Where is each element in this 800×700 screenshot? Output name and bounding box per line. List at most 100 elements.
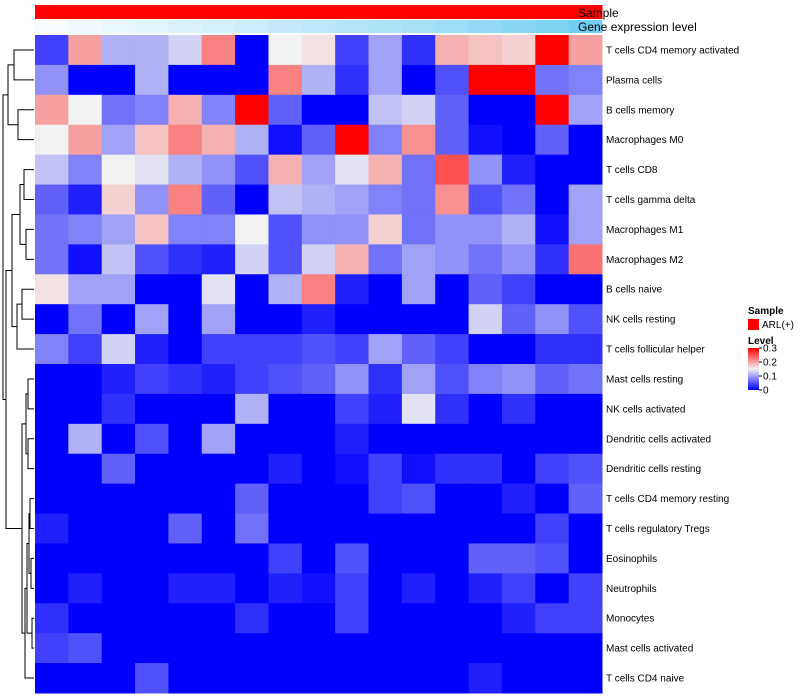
heatmap-cell [68,423,103,455]
heatmap-cell [168,543,203,574]
heatmap-cell [168,453,203,485]
row-label: NK cells activated [606,404,685,415]
heatmap-cell [268,184,303,215]
row-label: Monocytes [606,614,654,625]
expression-annotation-cell [68,20,103,33]
sample-annotation-cell [301,5,336,19]
heatmap-cell [68,184,103,215]
heatmap-cell [501,35,536,66]
heatmap-cell [568,35,603,66]
heatmap-cell [435,513,470,544]
heatmap-cell [301,334,336,365]
heatmap-cell [301,393,336,425]
heatmap-cell [401,334,436,365]
heatmap-cell [301,483,336,515]
heatmap-cell [568,633,603,664]
sample-annotation-cell [235,5,269,19]
heatmap-cell [68,603,103,634]
heatmap-cell [68,244,103,275]
heatmap-cell [335,244,370,275]
heatmap-cell [501,154,536,186]
heatmap-cell [401,573,436,604]
heatmap-cell [135,633,169,664]
heatmap-cell [435,64,470,96]
heatmap-cell [35,214,69,245]
heatmap-cell [568,603,603,634]
heatmap-cell [468,334,503,365]
heatmap-cell [401,184,436,215]
heatmap-cell [268,633,303,664]
heatmap-cell [301,274,336,305]
heatmap-cell [568,364,603,395]
heatmap-cell [335,94,370,126]
expression-annotation-cell [168,20,203,33]
heatmap-cell [501,244,536,275]
sample-annotation-cell [568,5,603,19]
heatmap-cell [35,453,69,485]
heatmap-cell [68,364,103,395]
heatmap-cell [135,274,169,305]
heatmap-cell [35,184,69,215]
heatmap-cell [335,124,370,156]
heatmap-cell [201,663,236,694]
heatmap-cell [168,154,203,186]
heatmap-cell [368,124,403,156]
heatmap-cell [335,35,370,66]
heatmap-cell [468,393,503,425]
heatmap-cell [568,393,603,425]
row-label: T cells gamma delta [606,195,696,206]
heatmap-cell [468,35,503,66]
heatmap-cell [501,453,536,485]
heatmap-cell [468,513,503,544]
dendrogram-branch [30,557,34,589]
heatmap-cell [368,663,403,694]
heatmap-cell [101,124,136,156]
dendrogram-branch [27,438,34,470]
heatmap-cell [568,573,603,604]
heatmap-cell [301,154,336,186]
heatmap-cell [268,543,303,574]
dendrogram-branch [19,184,26,245]
heatmap-cell [435,663,470,694]
heatmap-cell [501,663,536,694]
heatmap-cell [235,663,269,694]
heatmap-cell [135,94,169,126]
expression-annotation-cell [268,20,303,33]
heatmap-cell [368,94,403,126]
heatmap-cell [35,573,69,604]
heatmap-cell [201,274,236,305]
heatmap-cell [335,633,370,664]
heatmap-cell [235,483,269,515]
heatmap-cell [35,364,69,395]
sample-annotation-cell [401,5,436,19]
heatmap-cell [135,154,169,186]
heatmap-cell [501,214,536,245]
heatmap-cell [235,154,269,186]
heatmap-cell [101,184,136,215]
heatmap-cell [235,214,269,245]
heatmap-cell [135,184,169,215]
heatmap-cell [201,364,236,395]
heatmap-cell [301,304,336,335]
legend-level-title: Level [748,336,774,347]
heatmap-cell [201,603,236,634]
expression-annotation-cell [201,20,236,33]
heatmap-cell [201,64,236,96]
dendrogram-branch [13,49,34,81]
row-label: T cells CD4 naive [606,674,685,685]
heatmap-cell [201,35,236,66]
heatmap-cell [268,513,303,544]
heatmap-cell [401,393,436,425]
heatmap-cell [501,334,536,365]
heatmap-cell [268,663,303,694]
heatmap-cell [135,573,169,604]
legend-sample-entry: ARL(+) [762,320,794,331]
row-label: Macrophages M0 [606,135,684,146]
dendrogram-branch [25,228,34,260]
heatmap-cell [135,423,169,455]
heatmap-cell [468,633,503,664]
heatmap-cell [435,304,470,335]
heatmap-cell [101,274,136,305]
dendrogram-branch [16,303,34,350]
dendrogram-branch [11,213,20,328]
